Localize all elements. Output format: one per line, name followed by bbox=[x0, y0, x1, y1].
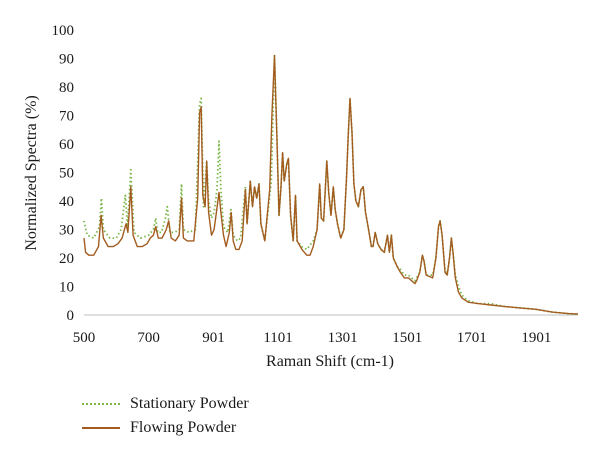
x-tick-label: 901 bbox=[202, 330, 225, 346]
y-tick-label: 50 bbox=[59, 166, 74, 182]
y-tick-label: 60 bbox=[59, 137, 74, 153]
series-line-stationary-powder bbox=[83, 54, 579, 315]
y-tick-label: 70 bbox=[59, 109, 74, 125]
y-axis-title: Normalized Spectra (%) bbox=[23, 95, 40, 250]
y-tick-label: 90 bbox=[59, 52, 74, 68]
legend-swatch-stationary bbox=[82, 403, 120, 405]
legend-swatch-flowing bbox=[82, 427, 120, 429]
y-tick-label: 30 bbox=[59, 223, 74, 239]
y-axis-ticks: 0 10 20 30 40 50 60 70 80 90 100 bbox=[52, 23, 75, 324]
legend-label-stationary: Stationary Powder bbox=[130, 395, 249, 412]
y-tick-label: 100 bbox=[52, 23, 75, 39]
x-axis-ticks: 500 700 901 1101 1301 1501 1701 1901 bbox=[73, 330, 552, 346]
y-tick-label: 40 bbox=[59, 194, 74, 210]
legend-label-flowing: Flowing Powder bbox=[130, 419, 237, 436]
x-axis-title: Raman Shift (cm-1) bbox=[266, 353, 394, 370]
y-tick-label: 10 bbox=[59, 280, 74, 296]
x-tick-label: 1101 bbox=[263, 330, 292, 346]
x-tick-label: 1701 bbox=[457, 330, 487, 346]
legend-item-flowing: Flowing Powder bbox=[82, 416, 249, 440]
y-tick-label: 0 bbox=[67, 308, 75, 324]
x-tick-label: 1501 bbox=[392, 330, 422, 346]
y-tick-label: 20 bbox=[59, 251, 74, 267]
x-tick-label: 700 bbox=[137, 330, 160, 346]
x-tick-label: 1901 bbox=[521, 330, 551, 346]
legend-item-stationary: Stationary Powder bbox=[82, 392, 249, 416]
series-layer bbox=[83, 54, 579, 315]
x-tick-label: 500 bbox=[73, 330, 96, 346]
y-tick-label: 80 bbox=[59, 80, 74, 96]
x-tick-label: 1301 bbox=[328, 330, 358, 346]
legend: Stationary Powder Flowing Powder bbox=[82, 392, 249, 440]
series-line-flowing-powder bbox=[83, 54, 579, 315]
